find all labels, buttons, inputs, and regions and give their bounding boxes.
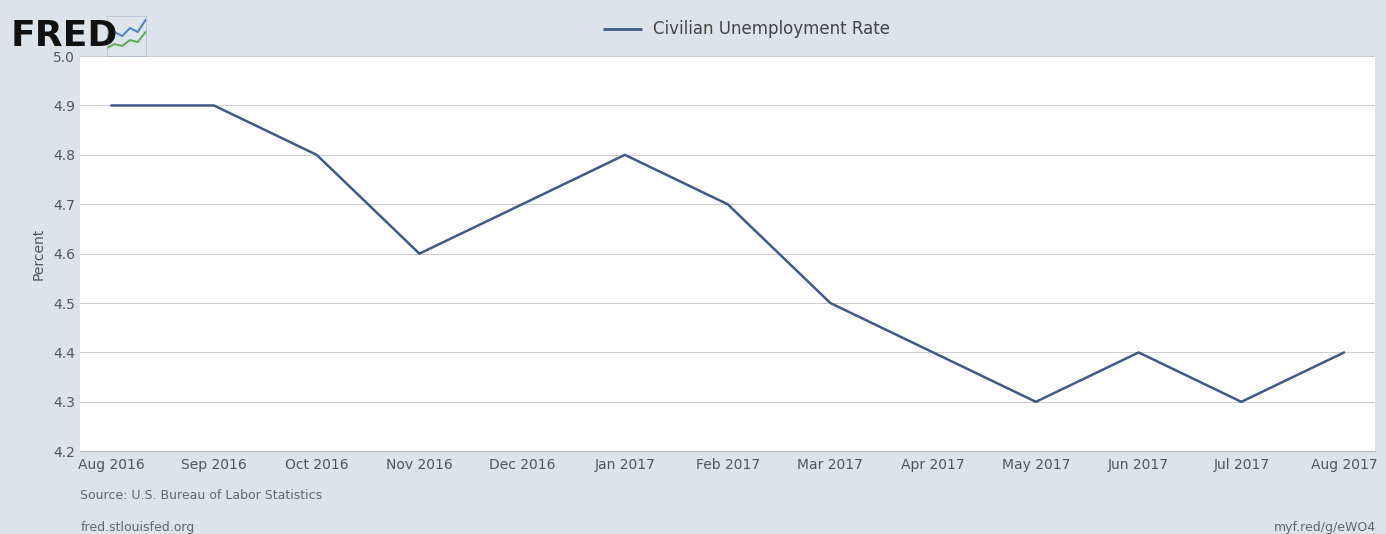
- Y-axis label: Percent: Percent: [32, 227, 46, 280]
- Text: myf.red/g/eWO4: myf.red/g/eWO4: [1274, 521, 1376, 533]
- Text: FRED: FRED: [11, 19, 118, 53]
- Text: fred.stlouisfed.org: fred.stlouisfed.org: [80, 521, 194, 533]
- Text: Source: U.S. Bureau of Labor Statistics: Source: U.S. Bureau of Labor Statistics: [80, 489, 323, 501]
- Text: Civilian Unemployment Rate: Civilian Unemployment Rate: [653, 20, 890, 38]
